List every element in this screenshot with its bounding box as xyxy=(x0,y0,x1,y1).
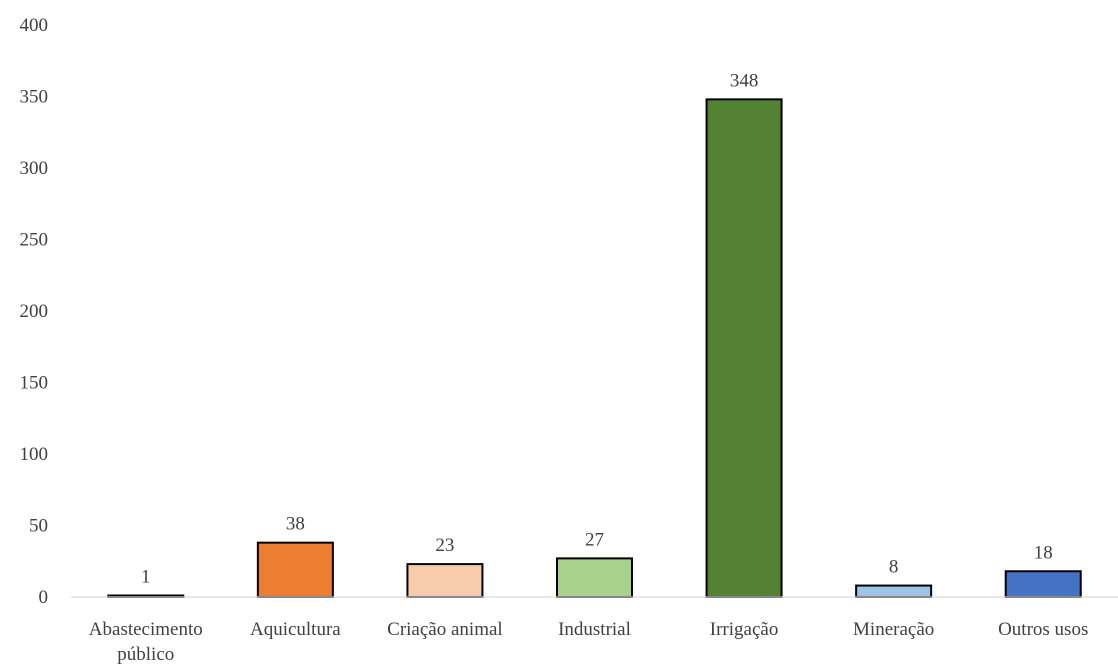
bar xyxy=(705,98,783,599)
y-tick-label: 350 xyxy=(20,87,49,108)
bars xyxy=(107,98,1082,599)
bar xyxy=(406,563,484,598)
data-label: 348 xyxy=(730,70,759,91)
data-label: 27 xyxy=(585,529,604,550)
x-tick-label: Irrigação xyxy=(710,619,779,640)
data-labels: 1 38 23 27 348 8 18 xyxy=(141,70,1053,587)
y-tick-label: 50 xyxy=(29,516,48,537)
x-tick-label: Criação animal xyxy=(387,619,503,640)
data-label: 38 xyxy=(286,514,305,535)
y-tick-label: 150 xyxy=(20,373,49,394)
data-label: 1 xyxy=(141,567,151,588)
y-axis: 0 50 100 150 200 250 300 350 400 xyxy=(20,15,49,608)
x-axis: Abastecimento público Aquicultura Criação a… xyxy=(71,596,1118,665)
y-tick-label: 200 xyxy=(20,301,49,322)
data-label: 8 xyxy=(889,557,899,578)
y-tick-label: 100 xyxy=(20,444,49,465)
bar xyxy=(1004,570,1082,599)
bar xyxy=(855,584,933,598)
y-tick-label: 250 xyxy=(20,230,49,251)
x-tick-label: Outros usos xyxy=(998,619,1088,640)
data-label: 18 xyxy=(1034,542,1053,563)
bar xyxy=(256,541,334,598)
x-tick-label: público xyxy=(117,644,174,665)
y-tick-label: 300 xyxy=(20,158,49,179)
bar xyxy=(556,557,633,599)
y-tick-label: 400 xyxy=(20,15,49,36)
x-tick-label: Abastecimento xyxy=(89,619,203,640)
y-tick-label: 0 xyxy=(39,587,49,608)
x-tick-label: Aquicultura xyxy=(250,619,341,640)
x-tick-label: Mineração xyxy=(853,619,934,640)
x-tick-label: Industrial xyxy=(558,619,631,640)
data-label: 23 xyxy=(435,535,454,556)
